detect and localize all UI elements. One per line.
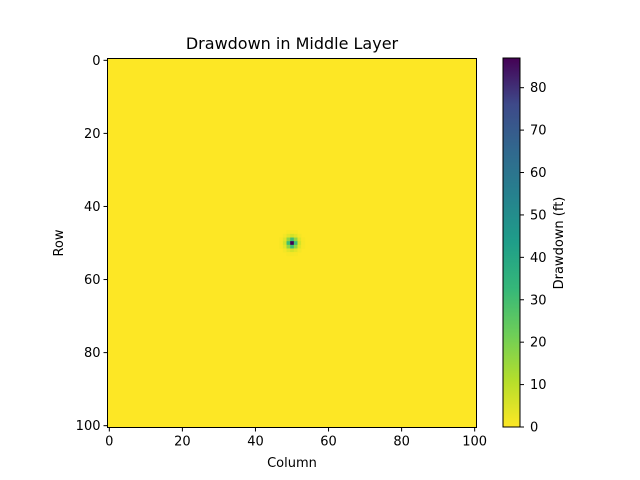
heatmap-cell [297,234,301,238]
x-tick-label: 20 [174,435,191,450]
heatmap-cell [297,248,301,252]
colorbar-tick-label: 0 [530,421,538,436]
chart-title: Drawdown in Middle Layer [186,34,399,53]
y-tick-label: 40 [84,200,101,215]
heatmap-cell [287,238,291,242]
heatmap-cell [294,238,298,242]
colorbar-tick-label: 50 [530,208,547,223]
heatmap-cell [287,230,291,234]
y-tick-label: 0 [92,54,100,69]
heatmap-cell [287,248,291,252]
x-tick-label: 80 [393,435,410,450]
heatmap-cell [294,241,298,245]
heatmap-cell [287,252,291,256]
colorbar-tick-label: 60 [530,166,547,181]
heatmap-cell [287,245,291,249]
heatmap-cell [283,241,287,245]
x-tick-label: 40 [247,435,264,450]
heatmap-cell [297,245,301,249]
heatmap-cell [290,230,294,234]
y-axis-label: Row [52,229,67,256]
heatmap-cell [283,245,287,249]
heatmap-cell [279,241,283,245]
heatmap-cell [283,234,287,238]
colorbar-tick-label: 80 [530,81,547,96]
colorbar-tick-label: 20 [530,336,547,351]
y-tick-label: 20 [84,127,101,142]
heatmap-cell [290,238,294,242]
heatmap-cell [294,252,298,256]
colorbar-label: Drawdown (ft) [552,197,567,290]
y-tick-label: 100 [76,419,101,434]
x-tick-label: 60 [320,435,337,450]
x-tick-label: 100 [462,435,487,450]
y-axis-ticks: 0 20 40 60 80 100 [76,54,108,434]
heatmap-cell [294,245,298,249]
heatmap-cell [290,248,294,252]
heatmap-cell [290,241,294,245]
heatmap-cell [290,234,294,238]
heatmap-cell [301,238,305,242]
heatmap-cell [297,241,301,245]
heatmap-cell [287,234,291,238]
heatmap-cell [279,238,283,242]
y-tick-label: 60 [84,273,101,288]
heatmap-cell [279,245,283,249]
heatmap-cell [290,245,294,249]
heatmap-cell [294,234,298,238]
heatmap-cell [301,241,305,245]
heatmap-cell [283,238,287,242]
colorbar-tick-label: 40 [530,251,547,266]
colorbar-ticks: 0 10 20 30 40 50 60 70 80 [520,81,547,435]
colorbar-tick-label: 10 [530,378,547,393]
heatmap-cell [283,248,287,252]
x-axis-label: Column [267,456,317,471]
heatmap-cell [287,241,291,245]
heatmap-cell [290,252,294,256]
heatmap-cells [108,59,477,428]
heatmap-cell [297,238,301,242]
heatmap-cell [301,245,305,249]
x-tick-label: 0 [105,435,113,450]
colorbar-tick-label: 70 [530,124,547,139]
y-tick-label: 80 [84,346,101,361]
heatmap-cell [294,230,298,234]
x-axis-ticks: 0 20 40 60 80 100 [105,428,487,450]
colorbar [503,58,520,427]
heatmap-cell [294,248,298,252]
colorbar-tick-label: 30 [530,293,547,308]
